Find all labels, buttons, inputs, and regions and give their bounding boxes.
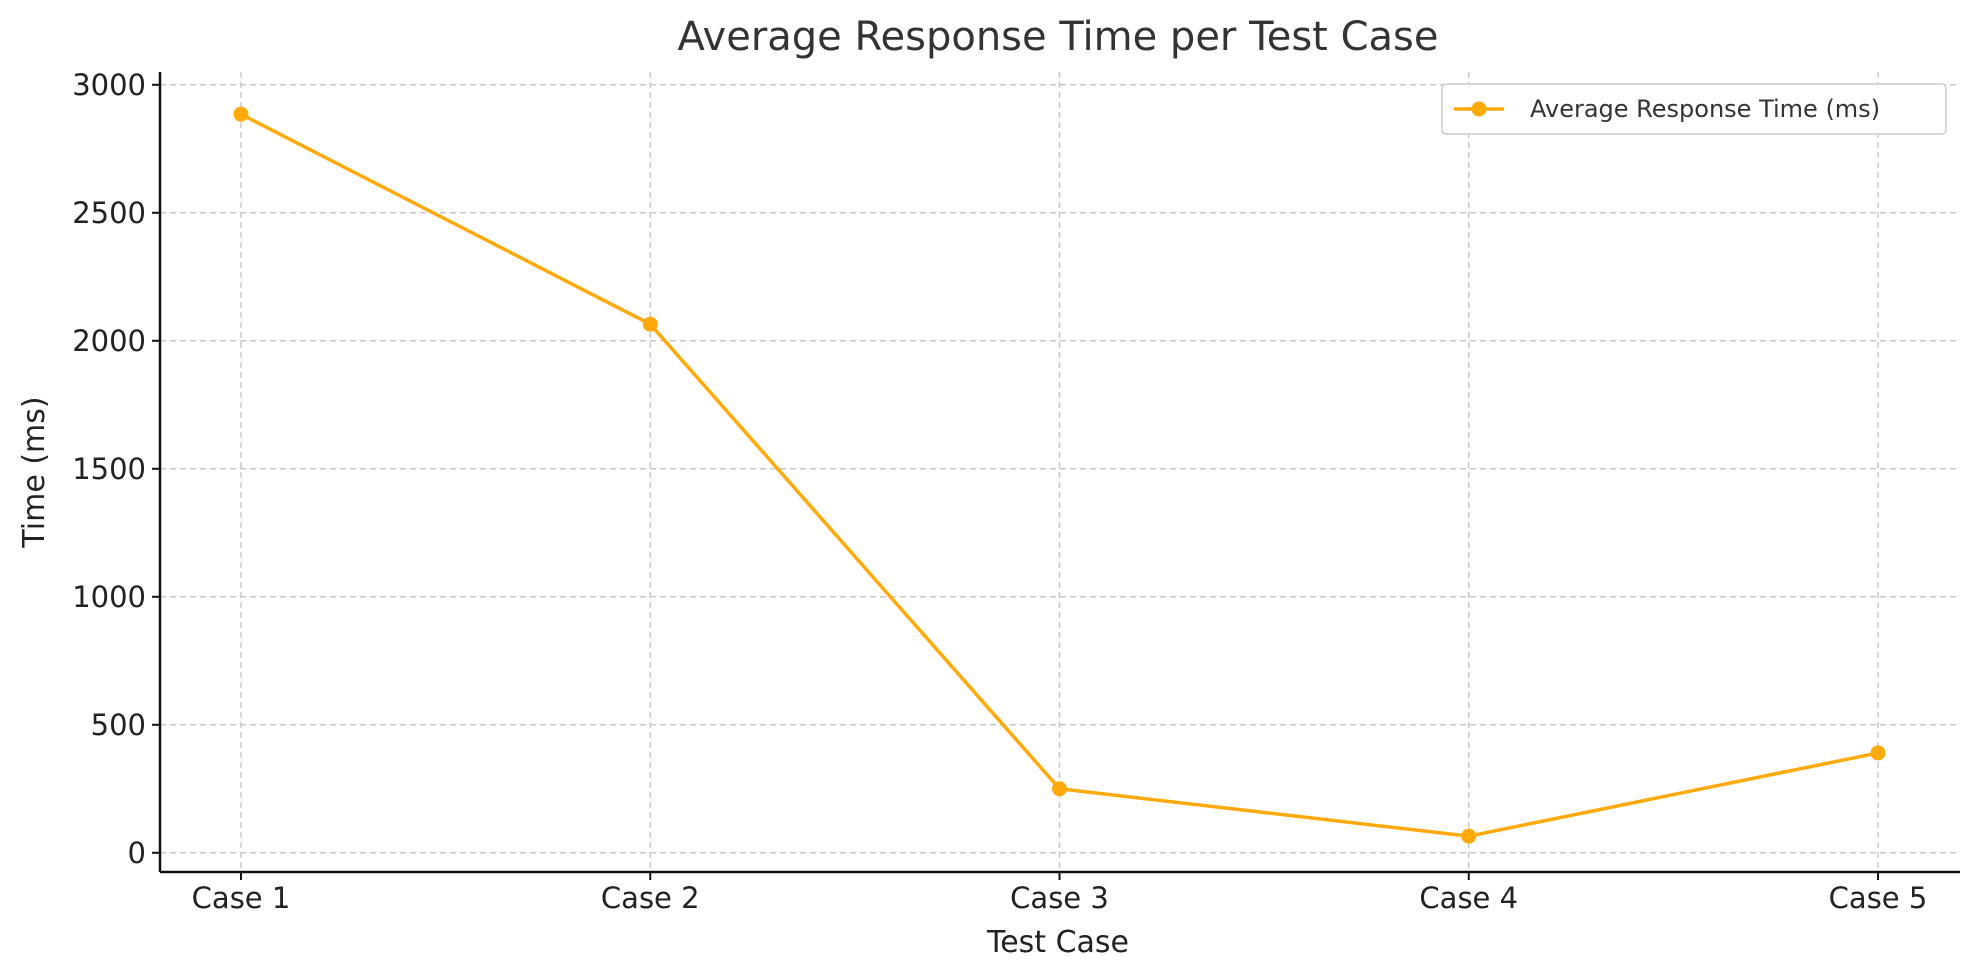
data-point (1052, 781, 1067, 797)
data-point (1461, 828, 1477, 844)
data-point (233, 106, 249, 122)
y-tick-label: 1000 (72, 580, 146, 614)
y-tick-label: 1500 (72, 452, 146, 486)
y-tick-label: 0 (128, 836, 146, 870)
x-tick-label: Case 3 (1010, 881, 1109, 915)
y-ticks: 0 500 1000 1500 2000 2500 3000 (72, 68, 160, 870)
legend-label: Average Response Time (ms) (1530, 95, 1880, 123)
y-tick-label: 500 (91, 708, 146, 742)
grid (160, 72, 1960, 872)
x-tick-label: Case 2 (601, 881, 700, 915)
y-tick-label: 3000 (72, 68, 146, 102)
series-group (233, 106, 1886, 844)
y-tick-label: 2000 (72, 324, 146, 358)
x-tick-label: Case 4 (1419, 881, 1518, 915)
y-axis-label: Time (ms) (17, 396, 52, 548)
x-tick-label: Case 5 (1829, 881, 1928, 915)
legend: Average Response Time (ms) (1441, 83, 1947, 135)
chart-title: Average Response Time per Test Case (678, 14, 1439, 60)
x-tick-label: Case 1 (192, 881, 291, 915)
x-ticks: Case 1 Case 2 Case 3 Case 4 Case 5 (192, 872, 1928, 915)
legend-box (1441, 83, 1947, 135)
data-point (1870, 745, 1886, 761)
legend-marker (1471, 101, 1487, 117)
y-tick-label: 2500 (72, 196, 146, 230)
x-axis-label: Test Case (986, 925, 1129, 960)
data-point (642, 316, 658, 332)
